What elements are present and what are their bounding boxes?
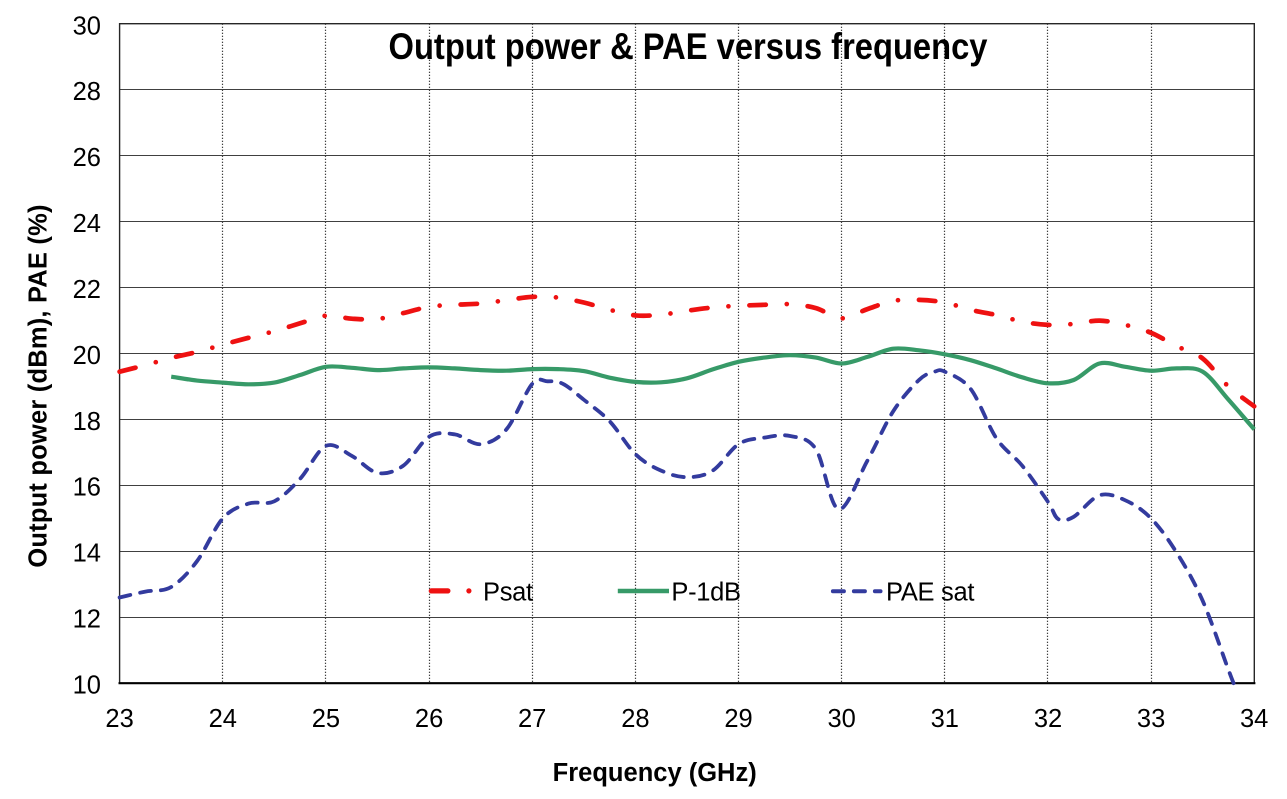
svg-text:Psat: Psat: [483, 578, 533, 606]
svg-text:Frequency (GHz): Frequency (GHz): [553, 759, 757, 787]
svg-text:25: 25: [312, 705, 340, 733]
svg-text:P-1dB: P-1dB: [671, 578, 740, 606]
svg-text:34: 34: [1240, 705, 1268, 733]
svg-text:26: 26: [73, 144, 101, 172]
svg-text:28: 28: [73, 78, 101, 106]
svg-text:28: 28: [621, 705, 649, 733]
svg-text:10: 10: [73, 672, 101, 700]
svg-text:30: 30: [73, 12, 101, 40]
svg-text:32: 32: [1034, 705, 1062, 733]
svg-text:Output power (dBm), PAE (%): Output power (dBm), PAE (%): [25, 204, 53, 567]
svg-text:24: 24: [73, 210, 101, 238]
svg-text:30: 30: [828, 705, 856, 733]
svg-text:31: 31: [931, 705, 959, 733]
svg-text:14: 14: [73, 540, 101, 568]
svg-text:24: 24: [209, 705, 237, 733]
svg-text:18: 18: [73, 408, 101, 436]
svg-text:Output power & PAE versus freq: Output power & PAE versus frequency: [389, 26, 988, 67]
svg-text:20: 20: [73, 342, 101, 370]
svg-text:23: 23: [105, 705, 133, 733]
svg-text:27: 27: [518, 705, 546, 733]
svg-text:16: 16: [73, 474, 101, 502]
svg-text:PAE sat: PAE sat: [886, 578, 974, 606]
svg-text:33: 33: [1137, 705, 1165, 733]
svg-text:12: 12: [73, 606, 101, 634]
svg-text:29: 29: [724, 705, 752, 733]
svg-text:22: 22: [73, 276, 101, 304]
svg-text:26: 26: [415, 705, 443, 733]
